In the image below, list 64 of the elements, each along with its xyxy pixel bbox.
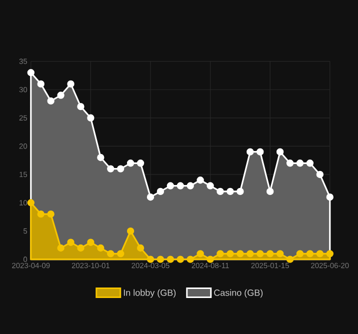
point xyxy=(146,256,154,263)
point xyxy=(186,256,194,263)
point xyxy=(306,250,314,258)
point xyxy=(77,102,84,110)
point xyxy=(136,244,144,252)
legend-label: In lobby (GB) xyxy=(124,289,176,298)
point xyxy=(326,193,334,201)
point xyxy=(286,160,294,167)
point xyxy=(37,210,44,218)
point xyxy=(286,256,294,263)
point xyxy=(47,97,54,105)
point xyxy=(87,114,94,122)
point xyxy=(226,188,234,196)
point xyxy=(236,250,244,258)
point xyxy=(27,69,34,76)
point xyxy=(107,165,114,172)
point xyxy=(316,250,324,258)
point xyxy=(256,250,264,258)
point xyxy=(296,250,304,258)
point xyxy=(176,182,184,190)
point xyxy=(156,256,164,263)
point xyxy=(67,80,74,88)
point xyxy=(186,182,194,190)
point xyxy=(216,188,224,196)
point xyxy=(67,238,74,246)
point xyxy=(316,170,324,178)
point xyxy=(116,250,124,258)
point xyxy=(266,250,274,258)
point xyxy=(306,160,314,167)
point xyxy=(236,188,244,196)
point xyxy=(27,199,34,206)
point xyxy=(206,182,214,190)
point xyxy=(276,250,284,258)
point xyxy=(97,244,104,252)
point xyxy=(47,210,54,218)
point xyxy=(87,238,94,246)
point xyxy=(196,176,204,184)
point xyxy=(226,250,234,258)
point xyxy=(276,148,284,156)
point xyxy=(116,165,124,172)
point xyxy=(166,182,174,190)
point xyxy=(107,250,114,258)
point xyxy=(246,148,254,156)
point xyxy=(146,193,154,201)
point xyxy=(326,250,334,258)
point xyxy=(57,92,64,99)
point xyxy=(126,160,134,167)
point xyxy=(37,80,44,88)
point xyxy=(136,160,144,167)
point xyxy=(57,244,64,252)
point xyxy=(156,188,164,196)
point xyxy=(176,256,184,263)
point xyxy=(126,227,134,235)
point xyxy=(97,154,104,162)
point xyxy=(206,256,214,263)
point xyxy=(256,148,264,156)
legend-label: Casino (GB) xyxy=(214,289,263,298)
point xyxy=(166,256,174,263)
point xyxy=(296,160,304,167)
point xyxy=(77,244,84,252)
point xyxy=(216,250,224,258)
point xyxy=(246,250,254,258)
point xyxy=(196,250,204,258)
point xyxy=(266,188,274,196)
